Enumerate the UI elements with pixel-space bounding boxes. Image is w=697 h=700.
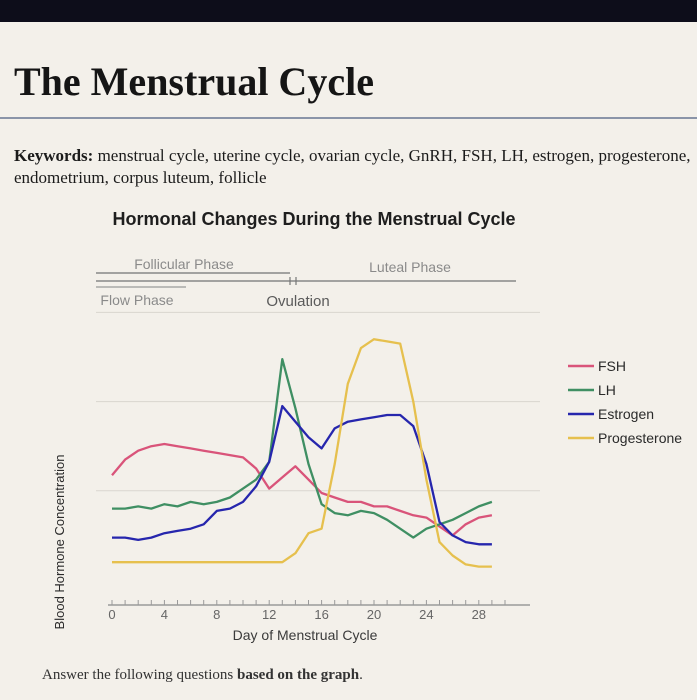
series-line-progesterone bbox=[112, 338, 492, 568]
series-line-lh bbox=[112, 358, 493, 539]
legend-label: LH bbox=[598, 382, 616, 398]
phase-bars: Follicular Phase Luteal Phase Flow Phase… bbox=[96, 256, 516, 310]
keywords-paragraph: Keywords: menstrual cycle, uterine cycle… bbox=[14, 145, 694, 189]
footer-instruction: Answer the following questions based on … bbox=[42, 667, 363, 684]
footer-suffix: . bbox=[359, 667, 363, 683]
luteal-phase-label: Luteal Phase bbox=[369, 259, 451, 275]
series-lines bbox=[111, 338, 493, 568]
x-tick-label: 0 bbox=[108, 607, 115, 622]
top-bar bbox=[0, 0, 697, 22]
x-tick-label: 20 bbox=[367, 607, 381, 622]
keywords-text: menstrual cycle, uterine cycle, ovarian … bbox=[14, 146, 691, 187]
y-axis-label: Blood Hormone Concentration bbox=[52, 455, 67, 630]
series-line-fsh bbox=[111, 442, 493, 537]
title-underline bbox=[0, 117, 697, 119]
x-tick-label: 24 bbox=[419, 607, 433, 622]
chart-title: Hormonal Changes During the Menstrual Cy… bbox=[112, 209, 515, 229]
gridlines bbox=[96, 311, 540, 492]
x-axis-label: Day of Menstrual Cycle bbox=[233, 627, 378, 643]
ovulation-label: Ovulation bbox=[266, 293, 329, 310]
keywords-label: Keywords: bbox=[14, 146, 94, 165]
x-tick-label: 28 bbox=[472, 607, 486, 622]
legend: FSH LH Estrogen Progesterone bbox=[568, 358, 682, 446]
footer-bold: based on the graph bbox=[236, 667, 360, 683]
x-ticks: 0 4 8 12 16 20 24 28 bbox=[108, 600, 506, 622]
series-line-estrogen bbox=[112, 404, 492, 546]
flow-phase-label: Flow Phase bbox=[100, 292, 173, 308]
legend-label: FSH bbox=[598, 358, 626, 374]
footer-prefix: Answer the following questions bbox=[42, 667, 234, 683]
x-tick-label: 4 bbox=[161, 607, 168, 622]
x-tick-label: 12 bbox=[262, 607, 276, 622]
hormone-line-chart: Hormonal Changes During the Menstrual Cy… bbox=[52, 209, 682, 643]
x-tick-label: 16 bbox=[314, 607, 328, 622]
legend-label: Progesterone bbox=[598, 430, 682, 446]
x-tick-label: 8 bbox=[213, 607, 220, 622]
follicular-phase-label: Follicular Phase bbox=[134, 256, 234, 272]
page-title: The Menstrual Cycle bbox=[14, 59, 374, 104]
legend-label: Estrogen bbox=[598, 406, 654, 422]
